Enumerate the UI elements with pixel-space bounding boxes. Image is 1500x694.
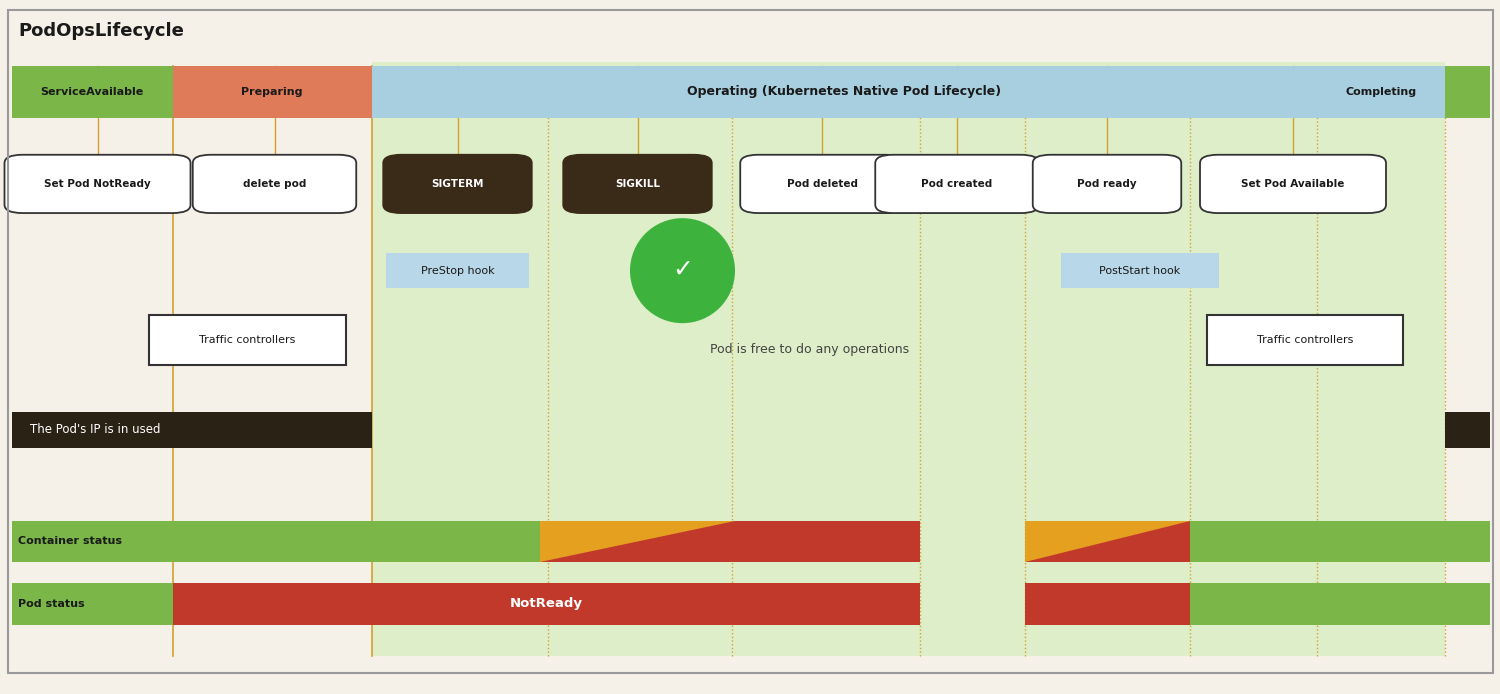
Bar	[12, 412, 372, 448]
Text: PostStart hook: PostStart hook	[1100, 266, 1180, 276]
Bar	[1444, 66, 1490, 118]
FancyBboxPatch shape	[1032, 155, 1182, 213]
Text: Pod created: Pod created	[921, 179, 993, 189]
Text: PreStop hook: PreStop hook	[420, 266, 495, 276]
FancyBboxPatch shape	[876, 155, 1038, 213]
Bar	[540, 520, 735, 562]
Bar	[12, 583, 173, 625]
FancyBboxPatch shape	[4, 155, 190, 213]
Bar	[387, 253, 528, 288]
Ellipse shape	[630, 218, 735, 323]
Bar	[735, 520, 920, 562]
Text: The Pod's IP is in used: The Pod's IP is in used	[30, 423, 160, 436]
Text: ServiceAvailable: ServiceAvailable	[40, 87, 144, 97]
FancyBboxPatch shape	[384, 155, 531, 213]
Text: Pod is free to do any operations: Pod is free to do any operations	[711, 343, 909, 355]
FancyBboxPatch shape	[1206, 315, 1404, 365]
Text: NotReady: NotReady	[510, 598, 582, 610]
Text: Pod deleted: Pod deleted	[786, 179, 858, 189]
Text: Container status: Container status	[18, 536, 122, 546]
Text: SIGTERM: SIGTERM	[432, 179, 483, 189]
Text: Set Pod NotReady: Set Pod NotReady	[44, 179, 152, 189]
Bar	[172, 66, 372, 118]
Bar	[1024, 520, 1190, 562]
Text: Pod ready: Pod ready	[1077, 179, 1137, 189]
Text: SIGKILL: SIGKILL	[615, 179, 660, 189]
Bar	[1444, 412, 1490, 448]
FancyBboxPatch shape	[564, 155, 711, 213]
Text: Traffic controllers: Traffic controllers	[200, 335, 296, 345]
FancyBboxPatch shape	[1200, 155, 1386, 213]
Text: Traffic controllers: Traffic controllers	[1257, 335, 1353, 345]
Text: Operating (Kubernetes Native Pod Lifecycle): Operating (Kubernetes Native Pod Lifecyc…	[687, 85, 1002, 99]
Polygon shape	[1024, 520, 1190, 562]
FancyBboxPatch shape	[192, 155, 357, 213]
FancyBboxPatch shape	[741, 155, 903, 213]
Bar	[1190, 583, 1490, 625]
Bar	[1190, 520, 1490, 562]
Text: Preparing: Preparing	[242, 87, 303, 97]
Polygon shape	[540, 520, 735, 562]
Text: Pod status: Pod status	[18, 599, 84, 609]
Bar	[1062, 253, 1218, 288]
Bar	[12, 66, 173, 118]
Bar	[372, 62, 1444, 656]
Bar	[372, 66, 1444, 118]
Text: Set Pod Available: Set Pod Available	[1242, 179, 1344, 189]
Bar	[1024, 583, 1190, 625]
Text: ✓: ✓	[672, 257, 693, 281]
FancyBboxPatch shape	[148, 315, 345, 365]
Bar	[12, 520, 540, 562]
Text: PodOpsLifecycle: PodOpsLifecycle	[18, 22, 184, 40]
Text: Completing: Completing	[1346, 87, 1416, 97]
Text: delete pod: delete pod	[243, 179, 306, 189]
Bar	[172, 583, 920, 625]
